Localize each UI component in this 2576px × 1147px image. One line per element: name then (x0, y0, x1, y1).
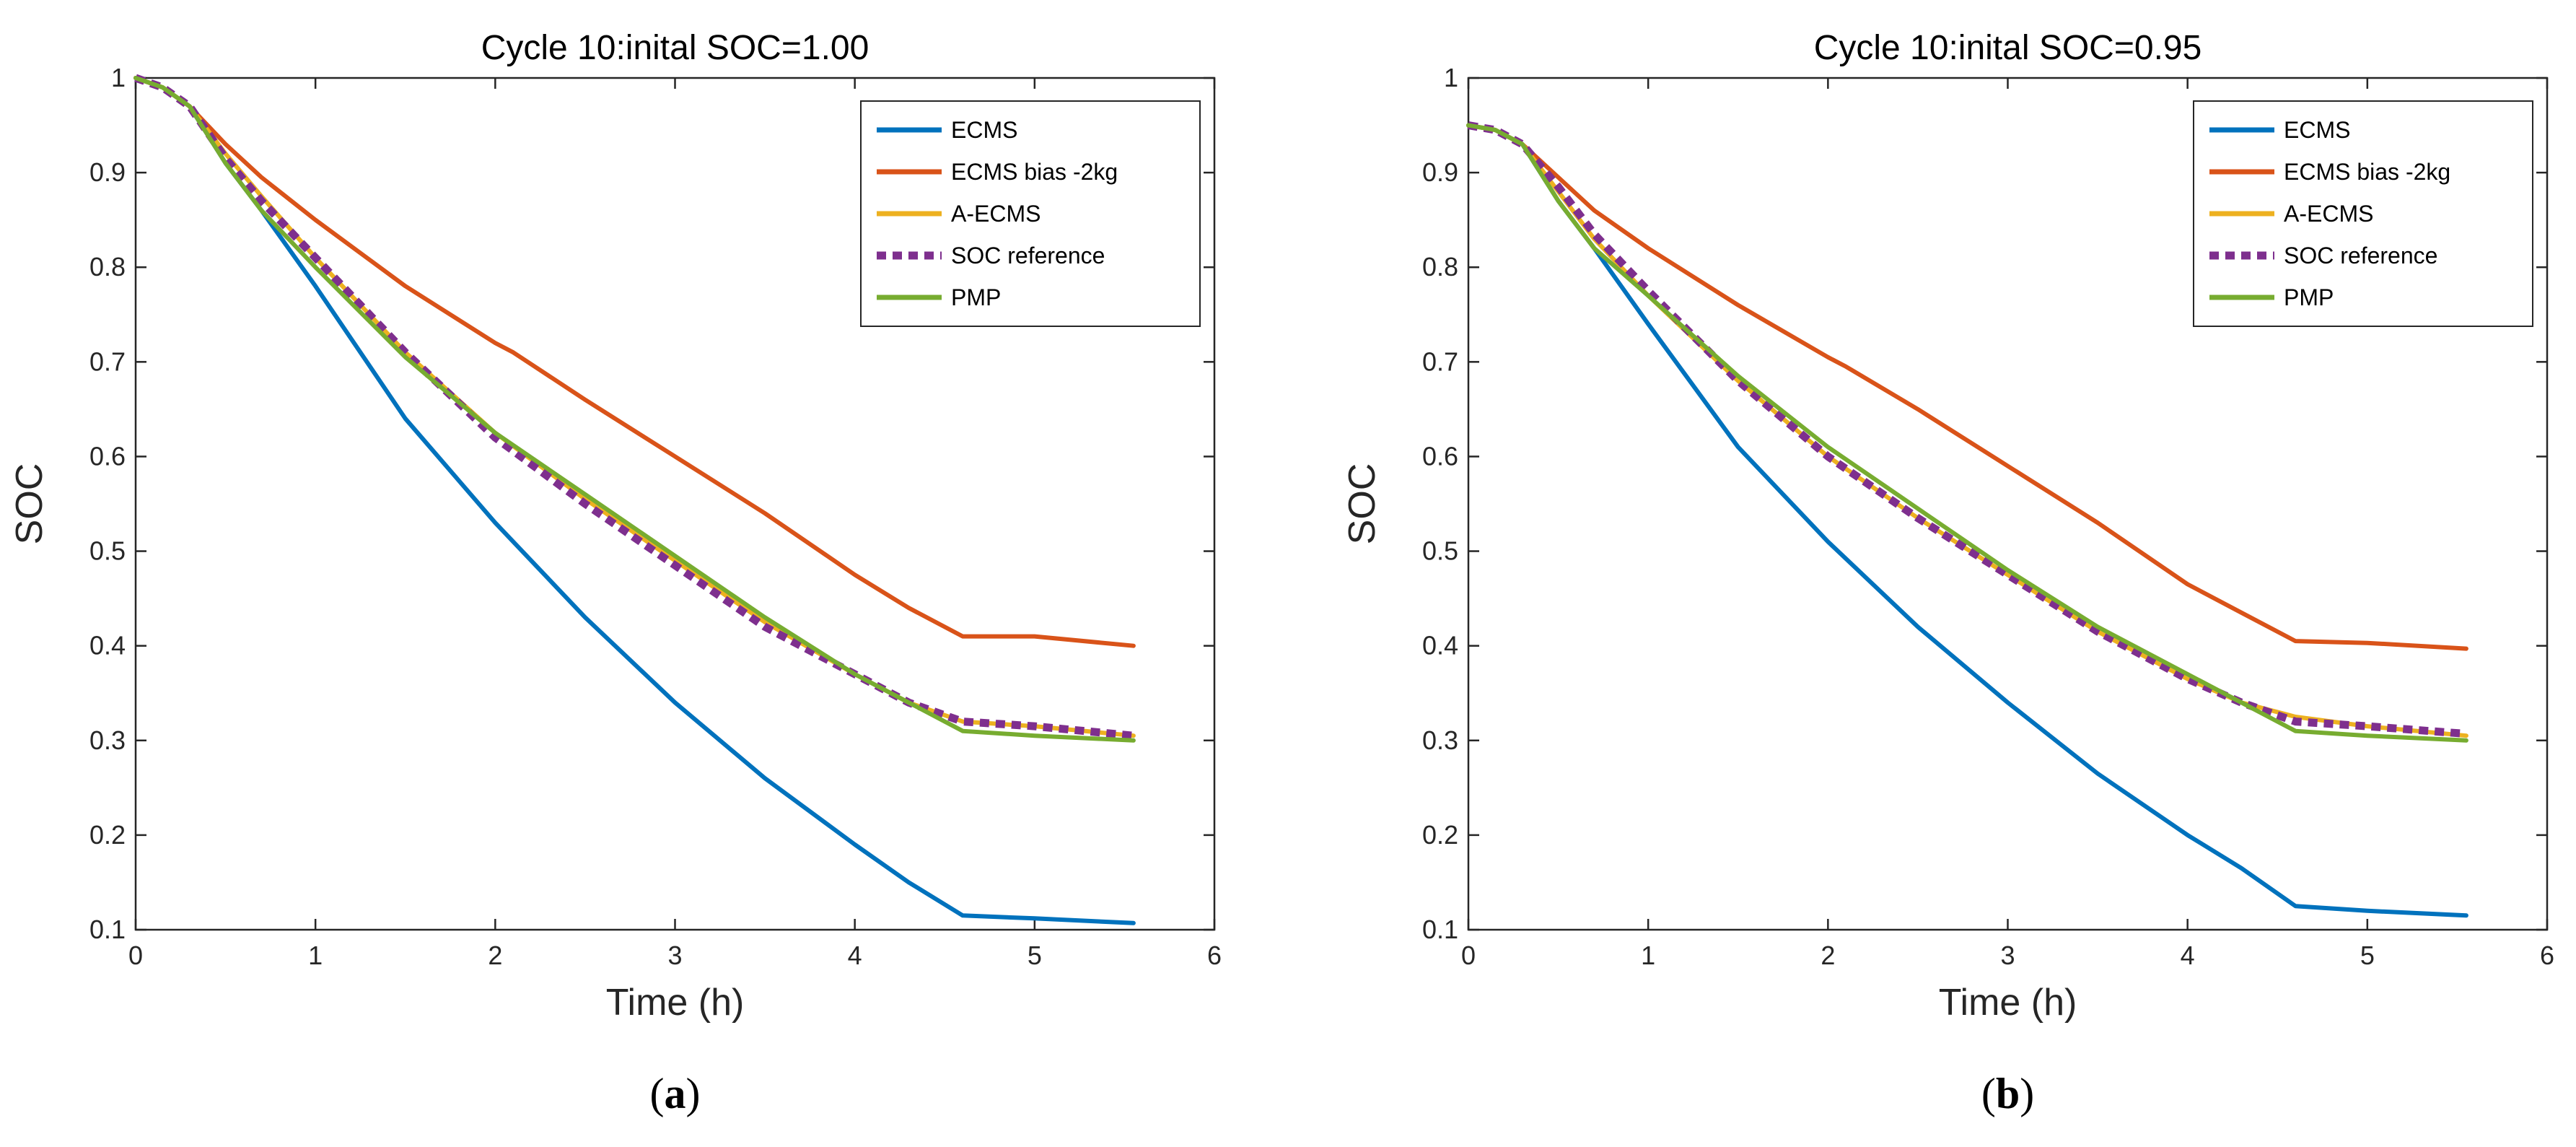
y-tick-label: 0.3 (1422, 725, 1458, 755)
x-tick-label: 4 (848, 941, 862, 970)
y-tick-label: 0.6 (89, 441, 126, 471)
y-tick-label: 0.4 (89, 631, 126, 660)
y-tick-label: 0.8 (1422, 252, 1458, 282)
x-tick-label: 2 (1821, 941, 1835, 970)
y-tick-label: 0.2 (89, 820, 126, 850)
chart-panel-a: 0 1 2 3 4 5 6 0.1 0.2 0.3 0.4 0.5 0.6 0.7 0.8 0.9 1 Cycle… (9, 29, 1222, 1117)
x-tick-label: 0 (1461, 941, 1476, 970)
y-tick-label: 0.2 (1422, 820, 1458, 850)
y-tick-label: 0.1 (89, 915, 126, 944)
x-tick-label: 6 (1207, 941, 1222, 970)
chart-title: Cycle 10:inital SOC=1.00 (481, 29, 869, 67)
x-tick-label: 1 (308, 941, 323, 970)
series-line-ecms-bias-2kg (1466, 123, 2468, 651)
x-tick-label: 4 (2181, 941, 2195, 970)
series-line-soc-reference (134, 74, 1134, 740)
series-line-pmp (1466, 123, 2468, 743)
legend-label: A-ECMS (951, 201, 1041, 227)
x-tick-label: 6 (2540, 941, 2554, 970)
legend-label: SOC reference (951, 243, 1105, 269)
panel-label: (a) (650, 1070, 701, 1117)
legend-label: A-ECMS (2284, 201, 2373, 227)
x-tick-label: 5 (2360, 941, 2375, 970)
series-line-ecms-bias-2kg (133, 76, 1136, 648)
x-tick-label: 3 (2000, 941, 2015, 970)
y-tick-label: 0.7 (1422, 346, 1458, 376)
y-axis-label: SOC (9, 463, 51, 545)
y-tick-label: 0.9 (1422, 157, 1458, 187)
x-tick-label: 1 (1641, 941, 1655, 970)
y-tick-label: 1 (1444, 63, 1458, 92)
legend-label: ECMS bias -2kg (951, 159, 1118, 185)
x-tick-label: 0 (128, 941, 143, 970)
legend-label: PMP (2284, 284, 2334, 310)
y-tick-label: 0.6 (1422, 441, 1458, 471)
series-line-soc-reference (1468, 121, 2467, 738)
legend: ECMS ECMS bias -2kg A-ECMS SOC reference PMP (860, 100, 1201, 327)
legend-label: PMP (951, 284, 1001, 310)
chart-panel-b: 0 1 2 3 4 5 6 0.1 0.2 0.3 0.4 0.5 0.6 0.7 0.8 0.9 1 Cycle… (1341, 29, 2554, 1117)
legend: ECMS ECMS bias -2kg A-ECMS SOC reference PMP (2193, 100, 2533, 327)
series-line-pmp (133, 76, 1136, 743)
y-tick-label: 0.3 (89, 725, 126, 755)
y-tick-label: 0.5 (89, 536, 126, 566)
x-tick-label: 3 (667, 941, 682, 970)
y-tick-label: 0.7 (89, 346, 126, 376)
x-tick-label: 5 (1028, 941, 1042, 970)
x-axis-label: Time (h) (606, 982, 745, 1024)
x-axis-label: Time (h) (1939, 982, 2077, 1024)
x-tick-label: 2 (488, 941, 502, 970)
legend-label: ECMS bias -2kg (2284, 159, 2450, 185)
y-tick-label: 0.8 (89, 252, 126, 282)
y-axis-label: SOC (1341, 463, 1383, 545)
y-tick-label: 0.1 (1422, 915, 1458, 944)
y-tick-label: 1 (111, 63, 126, 92)
legend-label: SOC reference (2284, 243, 2437, 269)
y-tick-label: 0.4 (1422, 631, 1458, 660)
y-tick-label: 0.5 (1422, 536, 1458, 566)
panel-label: (b) (1981, 1070, 2034, 1117)
legend-label: ECMS (951, 117, 1017, 143)
chart-title: Cycle 10:inital SOC=0.95 (1814, 29, 2202, 67)
legend-label: ECMS (2284, 117, 2350, 143)
y-tick-label: 0.9 (89, 157, 126, 187)
